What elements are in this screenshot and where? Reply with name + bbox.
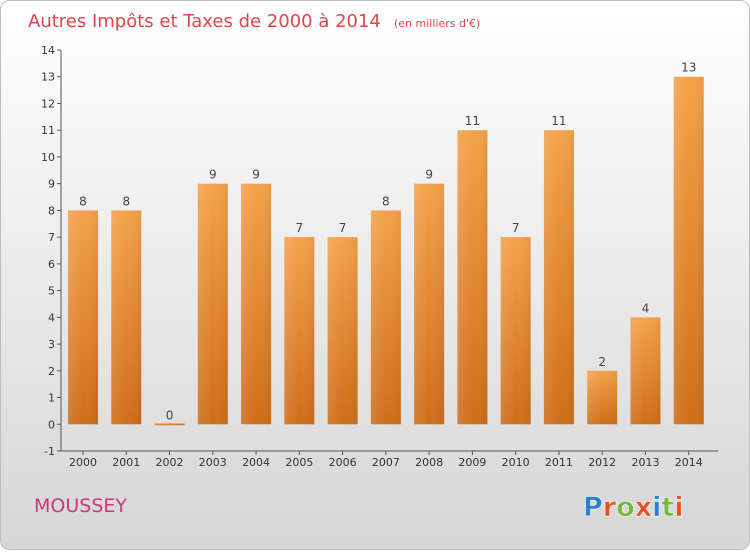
y-tick-label: 11 (41, 124, 55, 137)
bar-shine (457, 130, 488, 425)
data-label: 8 (79, 194, 87, 208)
x-tick-label: 2011 (545, 456, 573, 469)
data-label: 2 (598, 355, 606, 369)
y-tick-label: 2 (48, 365, 55, 378)
y-tick-label: 4 (48, 311, 55, 324)
bar-shine (370, 210, 401, 425)
bar-shine (284, 237, 315, 425)
proxiti-logo: Proxiti (583, 492, 684, 524)
x-tick-label: 2005 (285, 456, 313, 469)
y-tick-label: 1 (48, 392, 55, 405)
y-tick-label: 10 (41, 151, 55, 164)
data-labels-group: 8 8 0 9 9 7 7 8 9 11 7 11 2 4 13 (79, 61, 696, 423)
bar-shine (543, 130, 574, 425)
x-tick-label: 2013 (631, 456, 659, 469)
bar-shine (500, 237, 531, 425)
y-tick-label: 3 (48, 338, 55, 351)
bar-shine (327, 237, 358, 425)
chart-title-text: Autres Impôts et Taxes de 2000 à 2014 (28, 11, 381, 32)
data-label: 11 (551, 114, 566, 128)
x-tick-label: 2002 (156, 456, 184, 469)
proxiti-logo-text: Proxiti (583, 492, 684, 523)
bar-shine (587, 370, 618, 425)
data-label: 13 (681, 61, 696, 75)
x-tick-label: 2012 (588, 456, 616, 469)
x-tick-label: 2000 (69, 456, 97, 469)
bar-shine (68, 210, 98, 425)
data-label: 9 (209, 168, 217, 182)
data-label: 7 (296, 221, 304, 235)
y-tick-label: 13 (41, 71, 55, 84)
x-tick-label: 2006 (329, 456, 357, 469)
data-label: 4 (642, 301, 650, 315)
data-label: 0 (166, 408, 174, 422)
data-label: 9 (252, 168, 260, 182)
data-label: 9 (425, 168, 433, 182)
x-tick-label: 2010 (502, 456, 530, 469)
y-tick-label: 7 (48, 231, 55, 244)
y-tick-label: 5 (48, 285, 55, 298)
x-tick-label: 2003 (199, 456, 227, 469)
data-label: 8 (122, 194, 130, 208)
data-label: 8 (382, 194, 390, 208)
bar-shine (111, 210, 142, 425)
bar-shine (673, 76, 704, 425)
x-tick-label: 2008 (415, 456, 443, 469)
bars-group (68, 76, 704, 426)
x-tick-label: 2001 (112, 456, 140, 469)
y-tick-label: 12 (41, 97, 55, 110)
data-label: 7 (512, 221, 520, 235)
bar-shine (630, 317, 661, 425)
bar-shine (414, 183, 445, 425)
bar-shine (197, 183, 228, 425)
data-label: 7 (339, 221, 347, 235)
y-tick-label: 8 (48, 204, 55, 217)
y-tick-label: 0 (48, 418, 55, 431)
bar-shine (154, 423, 185, 426)
x-tick-label: 2004 (242, 456, 270, 469)
chart-title: Autres Impôts et Taxes de 2000 à 2014 (e… (28, 11, 480, 32)
y-tick-label: -1 (44, 445, 55, 458)
y-tick-label: 14 (41, 44, 55, 57)
chart-unit-text: (en milliers d'€) (394, 17, 480, 30)
y-tick-label: 6 (48, 258, 55, 271)
data-label: 11 (465, 114, 480, 128)
y-tick-label: 9 (48, 178, 55, 191)
x-tick-label: 2007 (372, 456, 400, 469)
x-tick-label: 2014 (675, 456, 703, 469)
place-name: MOUSSEY (34, 495, 127, 517)
x-tick-label: 2009 (458, 456, 486, 469)
bar-shine (241, 183, 272, 425)
